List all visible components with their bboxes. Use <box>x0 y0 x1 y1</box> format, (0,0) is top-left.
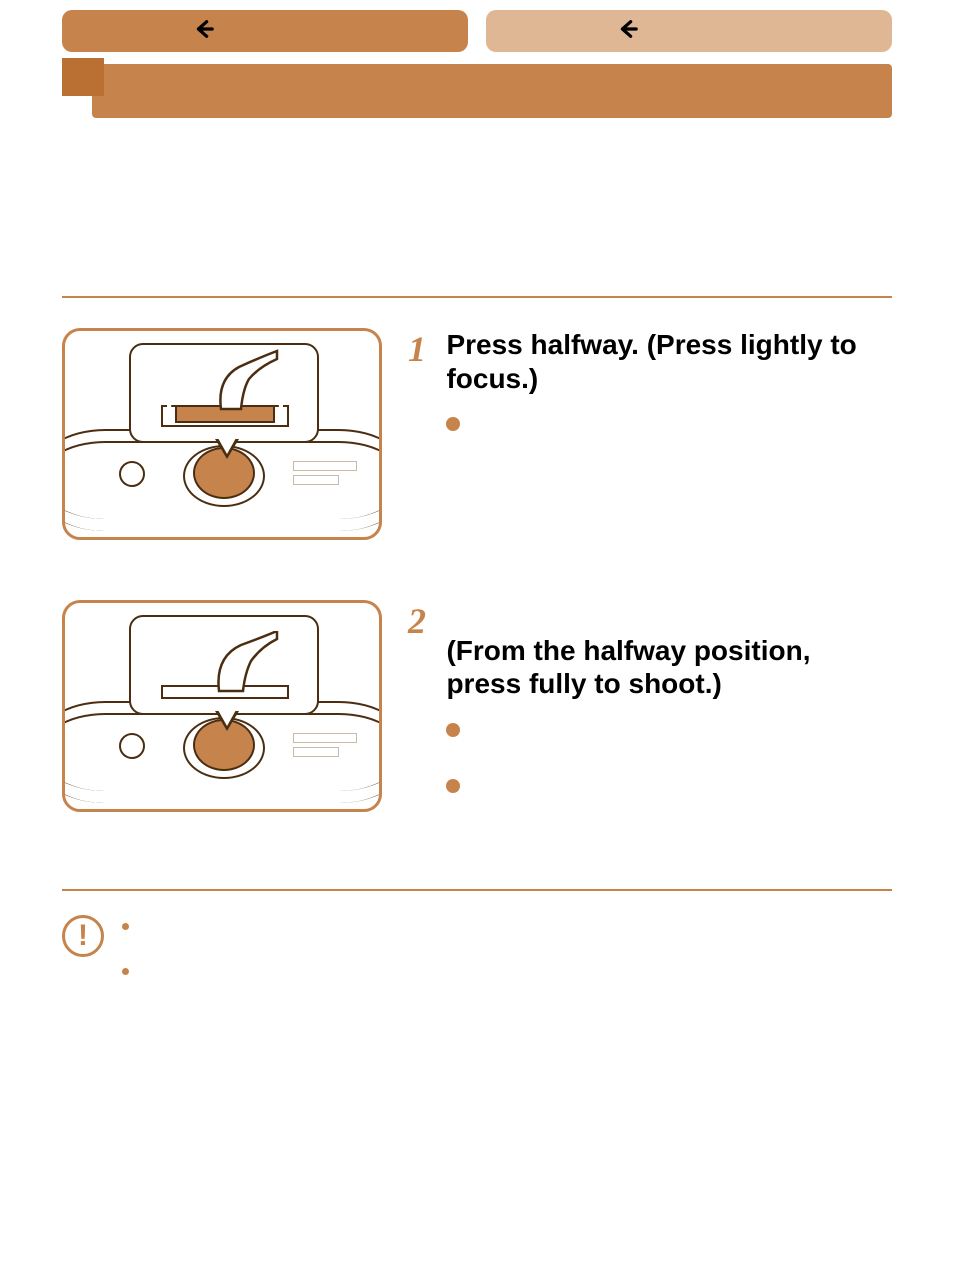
step-1-bullet-1 <box>446 411 892 431</box>
step-2-bullet-2 <box>446 773 892 793</box>
bullet-icon <box>446 417 460 431</box>
divider <box>62 296 892 298</box>
section-header-accent-square <box>62 58 104 96</box>
callout-bubble <box>129 343 319 443</box>
callout-bubble <box>129 615 319 715</box>
step-1-illustration <box>62 328 382 540</box>
step-1: 1 Press halfway. (Press lightly to focus… <box>62 328 892 540</box>
step-2-text: 2 (From the halfway position, press full… <box>408 600 892 829</box>
step-title: (From the halfway position, press fully … <box>446 600 890 701</box>
warning-list <box>122 915 892 1005</box>
arrow-left-icon <box>616 15 638 47</box>
warning-item-2 <box>122 960 892 975</box>
step-2: 2 (From the halfway position, press full… <box>62 600 892 829</box>
warning-icon: ! <box>62 915 104 957</box>
step-2-bullet-1 <box>446 717 892 737</box>
section-header-bg <box>92 64 892 118</box>
intro-paragraph <box>62 138 892 278</box>
step-1-text: 1 Press halfway. (Press lightly to focus… <box>408 328 892 467</box>
step-title: Press halfway. (Press lightly to focus.) <box>446 328 890 395</box>
section-header <box>62 58 892 118</box>
step-number: 2 <box>408 600 442 642</box>
bullet-icon <box>446 779 460 793</box>
bullet-icon <box>446 723 460 737</box>
steps-container: 1 Press halfway. (Press lightly to focus… <box>62 328 892 829</box>
nav-back-secondary[interactable] <box>486 10 892 52</box>
step-title-line2: (From the halfway position, press fully … <box>446 635 810 700</box>
finger-icon <box>211 349 281 419</box>
top-navigation <box>0 0 954 52</box>
step-number: 1 <box>408 328 442 370</box>
bullet-icon <box>122 968 129 975</box>
warning-item-1 <box>122 915 892 930</box>
bullet-icon <box>122 923 129 930</box>
finger-icon <box>211 631 281 701</box>
warning-section: ! <box>62 891 892 1005</box>
nav-back-primary[interactable] <box>62 10 468 52</box>
step-2-illustration <box>62 600 382 812</box>
arrow-left-icon <box>192 15 214 47</box>
